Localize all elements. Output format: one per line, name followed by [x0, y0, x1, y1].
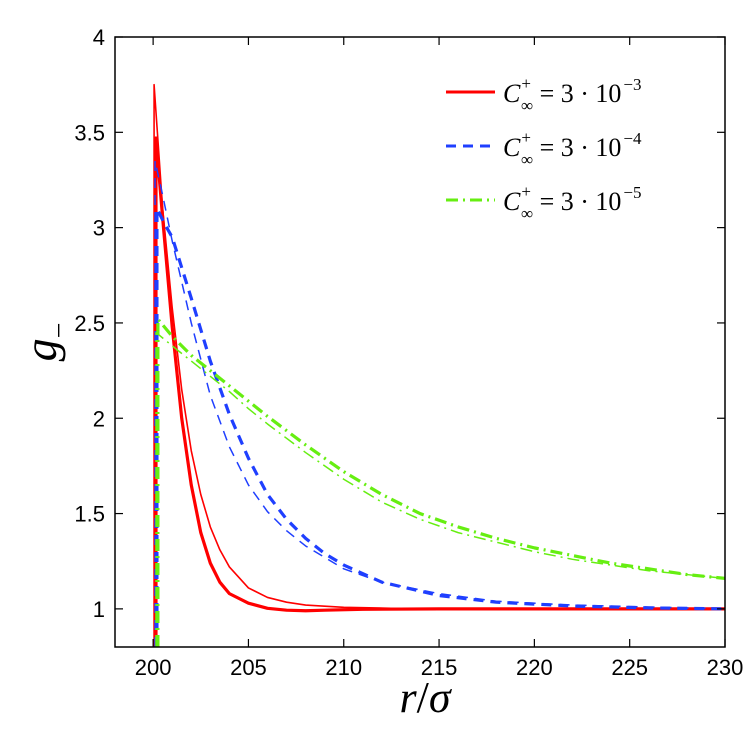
y-axis-label: g−: [15, 323, 75, 362]
y-ticks: 1 1.5 2 2.5 3 3.5 4: [74, 25, 725, 622]
series-2-curve-2: [155, 206, 726, 647]
plot-background: [115, 37, 725, 647]
y-tick-label: 3.5: [74, 120, 105, 145]
x-tick-label: 220: [516, 655, 553, 680]
legend-label-2: C+ ∞ = 3 · 10 −4: [503, 128, 642, 169]
x-tick-label: 230: [707, 655, 744, 680]
x-ticks: 200 205 210 215 220 225 230: [135, 37, 744, 680]
y-tick-label: 1: [93, 597, 105, 622]
x-tick-label: 210: [325, 655, 362, 680]
series-3-curve-1: [155, 331, 726, 647]
y-tick-label: 2: [93, 406, 105, 431]
legend-label-1: C+ ∞ = 3 · 10 −3: [503, 74, 641, 115]
y-tick-label: 4: [93, 25, 105, 50]
x-tick-label: 215: [421, 655, 458, 680]
x-tick-label: 205: [230, 655, 267, 680]
series-3-curve-2: [156, 317, 726, 647]
legend: C+ ∞ = 3 · 10 −3 C+ ∞ = 3 · 10 −4 C+ ∞ = 3 · 10…: [446, 74, 642, 223]
series-1-curve-2: [154, 136, 725, 647]
y-tick-label: 3: [93, 216, 105, 241]
x-tick-label: 200: [135, 655, 172, 680]
curves-layer: [153, 83, 726, 647]
y-tick-label: 1.5: [74, 502, 105, 527]
y-tick-label: 2.5: [74, 311, 105, 336]
x-tick-label: 225: [611, 655, 648, 680]
legend-label-3: C+ ∞ = 3 · 10 −5: [503, 182, 641, 223]
x-axis-label: r/σ: [399, 673, 452, 722]
plot-frame: [114, 36, 726, 648]
